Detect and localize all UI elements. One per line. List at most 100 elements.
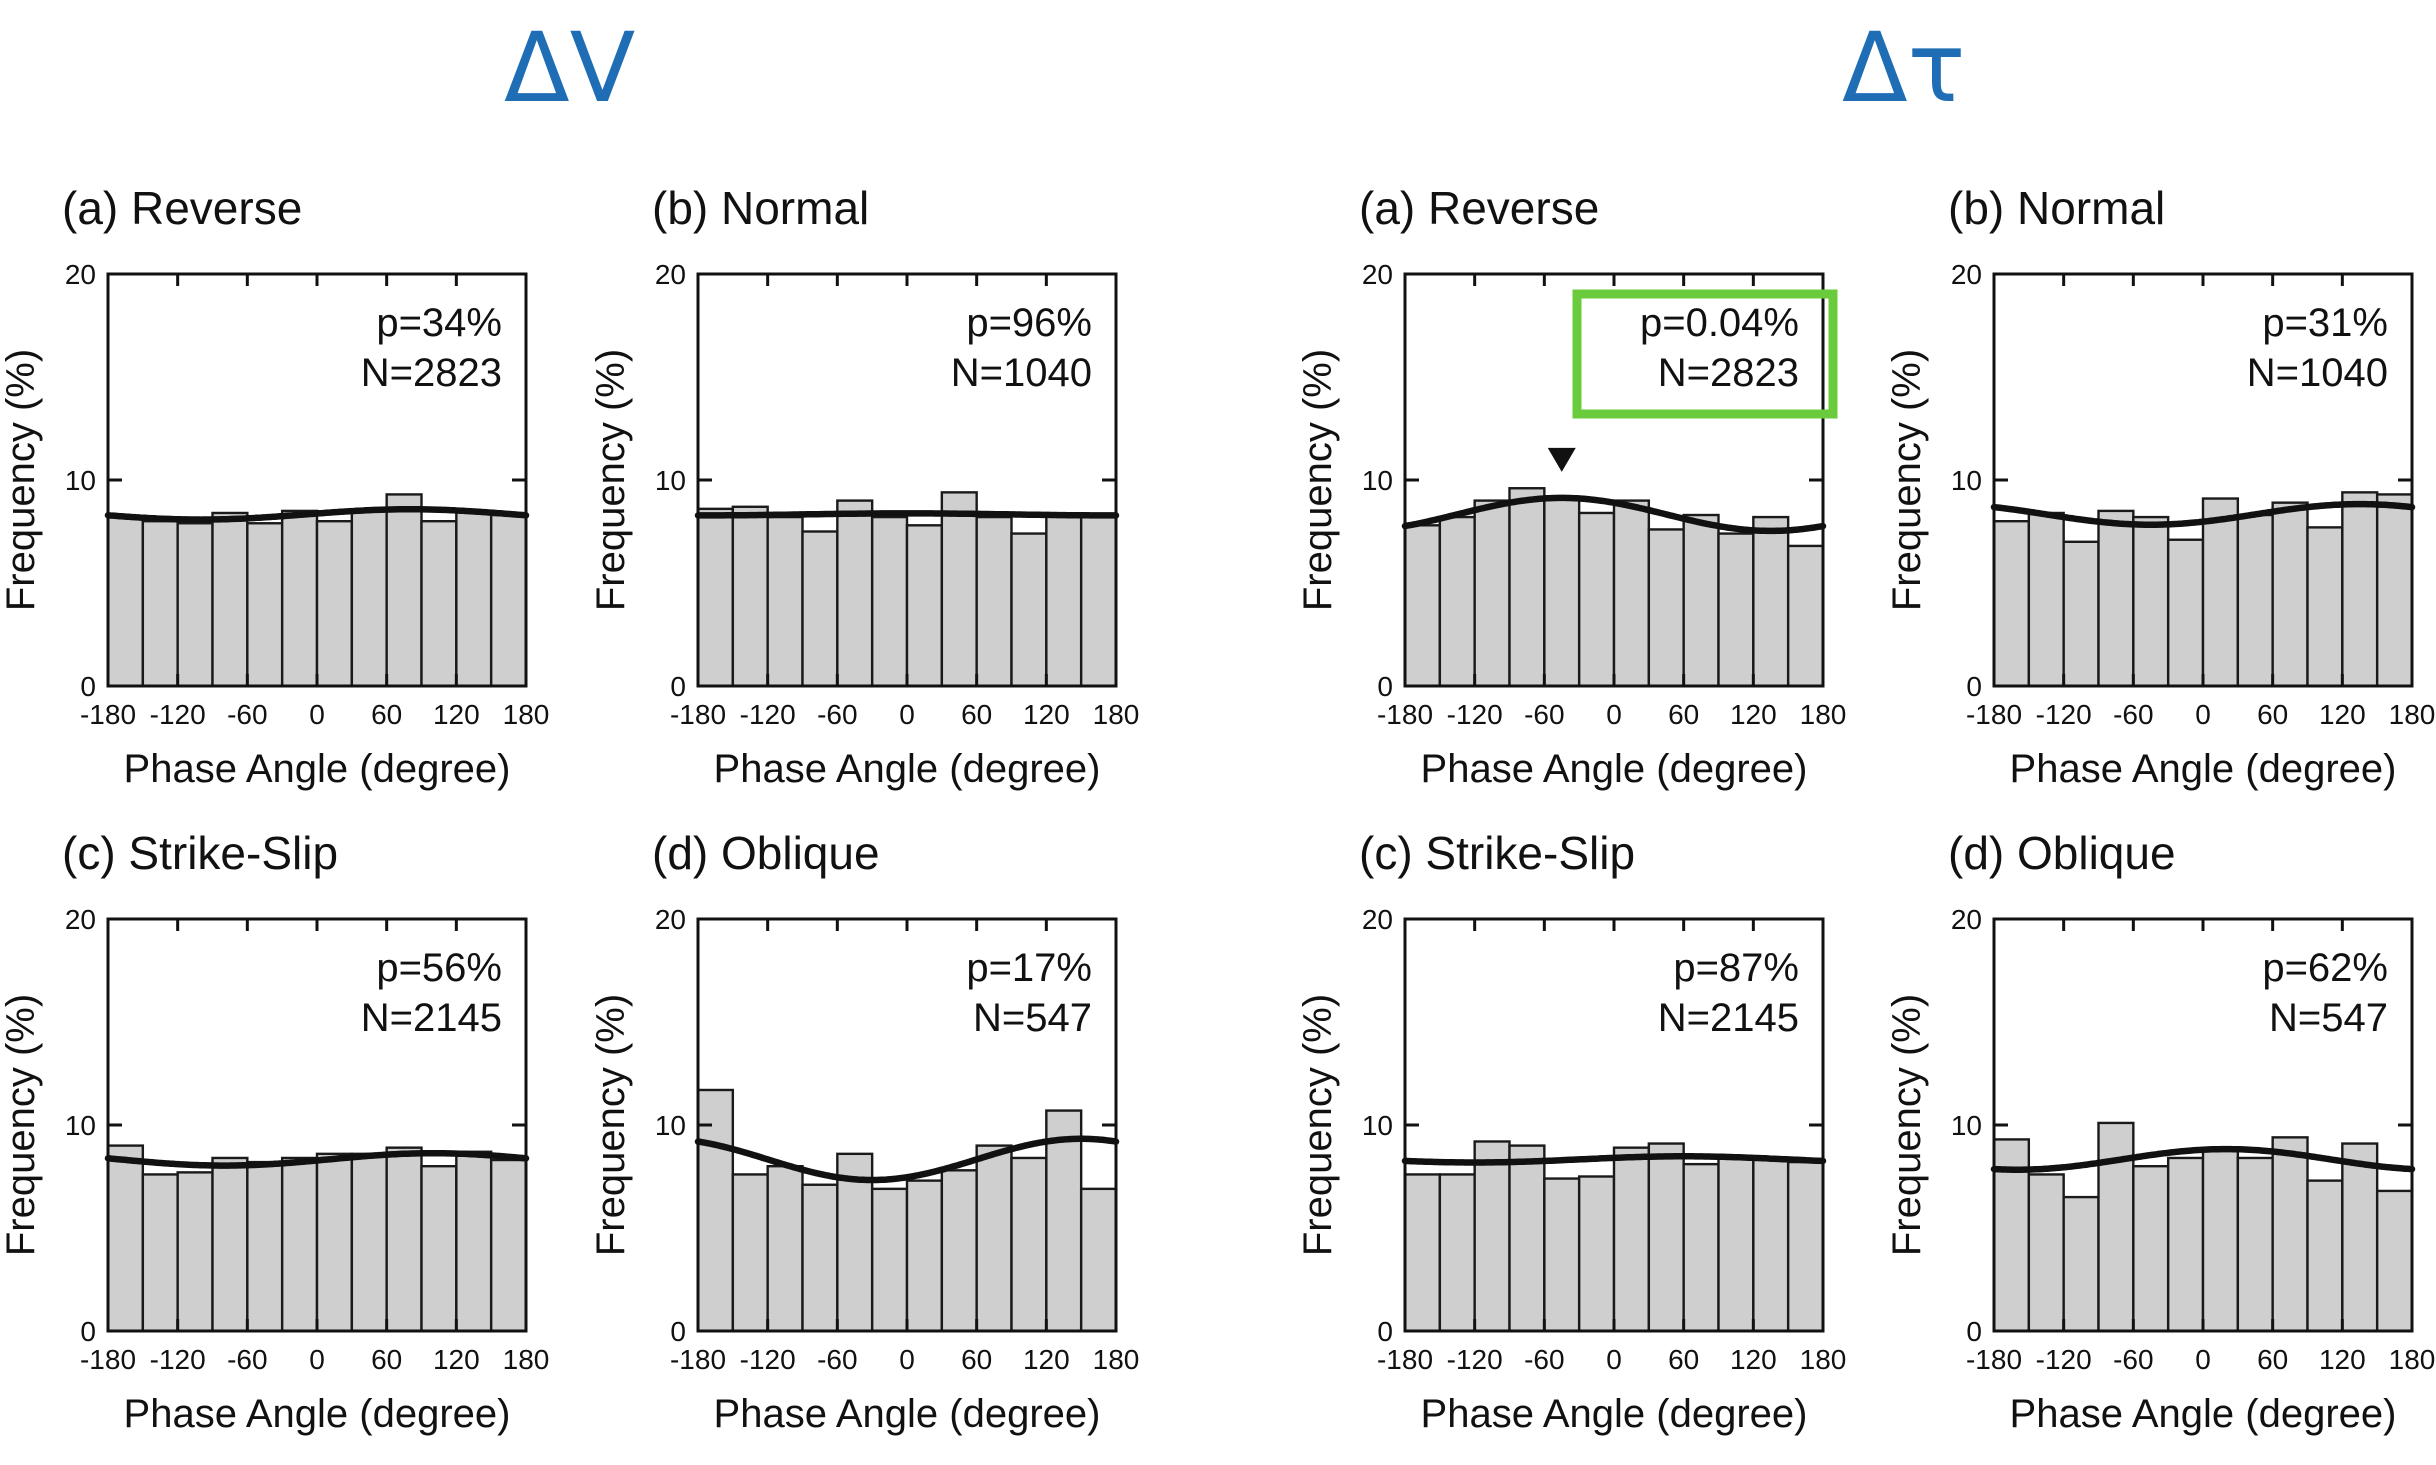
histogram-bar — [176, 522, 214, 688]
x-axis-label: Phase Angle (degree) — [1421, 1392, 1808, 1436]
histogram-bar — [1786, 544, 1825, 688]
x-tick-label: -120 — [150, 1344, 206, 1375]
y-tick-label: 10 — [65, 465, 96, 496]
histogram-bar — [1010, 1156, 1048, 1333]
x-tick-label: -60 — [1524, 699, 1564, 730]
chart-dt-strike-slip: (c) Strike-Slip 0 10 20 -180 -120 -60 0 60 120 180… — [1296, 825, 1897, 1465]
x-tick-label: -180 — [1966, 1344, 2022, 1375]
histogram-bar — [246, 1160, 284, 1333]
y-tick-label: 0 — [1966, 1316, 1982, 1347]
p-value-label: p=0.04% — [1640, 301, 1799, 345]
chart-svg: (b) Normal 0 10 20 -180 -120 -60 0 60 120 180 Phase… — [589, 182, 1140, 791]
histogram-bar — [1079, 1187, 1118, 1333]
histogram-bar — [2132, 515, 2170, 688]
histogram-bar — [420, 1165, 458, 1333]
x-axis-label: Phase Angle (degree) — [714, 1392, 1101, 1436]
y-tick-label: 10 — [1951, 1110, 1982, 1141]
p-value-label: p=17% — [966, 946, 1092, 990]
y-tick-label: 0 — [670, 671, 686, 702]
y-tick-label: 20 — [65, 259, 96, 290]
histogram-bar — [2097, 1121, 2135, 1333]
fit-curve — [104, 1149, 530, 1169]
p-value-label: p=56% — [376, 946, 502, 990]
y-axis-label: Frequency (%) — [589, 349, 633, 611]
x-tick-label: -180 — [1377, 699, 1433, 730]
x-tick-label: 0 — [309, 1344, 325, 1375]
histogram-bar — [1752, 1156, 1790, 1333]
x-tick-label: 180 — [1093, 699, 1140, 730]
histogram-bar — [801, 530, 839, 688]
chart-dt-oblique: (d) Oblique 0 10 20 -180 -120 -60 0 60 120 180 Phas… — [1885, 825, 2436, 1465]
histogram-bar — [1612, 499, 1651, 688]
chart-svg: (b) Normal 0 10 20 -180 -120 -60 0 60 120 180 Phase… — [1885, 182, 2435, 791]
histogram-bar — [489, 1158, 528, 1333]
highlight-box — [1572, 289, 1838, 419]
histogram-bar — [455, 509, 493, 688]
histogram-bar — [905, 1179, 944, 1333]
x-tick-label: 120 — [1023, 1344, 1070, 1375]
histogram-bar — [2097, 509, 2135, 688]
x-tick-label: 0 — [309, 699, 325, 730]
x-tick-label: 180 — [1093, 1344, 1140, 1375]
x-tick-label: -180 — [670, 699, 726, 730]
x-tick-label: -60 — [2113, 699, 2153, 730]
chart-dv-reverse: (a) Reverse 0 10 20 -180 -120 -60 0 60 120 180 Phas… — [0, 180, 600, 820]
histogram-bar — [106, 1144, 145, 1333]
x-tick-label: -120 — [2036, 699, 2092, 730]
histogram-bar — [1438, 1173, 1476, 1333]
histogram-bar — [1473, 499, 1511, 688]
histogram-bar — [1508, 1144, 1546, 1333]
panel-title: (d) Oblique — [1948, 827, 2176, 879]
x-tick-label: -180 — [1966, 699, 2022, 730]
y-tick-label: 0 — [1377, 1316, 1393, 1347]
x-tick-label: -120 — [150, 699, 206, 730]
histogram-bar — [975, 515, 1013, 688]
chart-dt-reverse: (a) Reverse 0 10 20 -180 -120 -60 0 60 120 180 Phas… — [1296, 180, 1897, 820]
histogram-bar — [2341, 491, 2379, 688]
x-tick-label: 120 — [1023, 699, 1070, 730]
histogram-bar — [731, 1173, 769, 1333]
histogram-bar — [315, 520, 354, 688]
histogram-bar — [870, 515, 909, 688]
x-tick-label: -60 — [817, 699, 857, 730]
x-axis-label: Phase Angle (degree) — [1421, 747, 1808, 791]
x-tick-label: 180 — [1800, 1344, 1847, 1375]
histogram-bar — [141, 1173, 179, 1333]
fit-curve — [1990, 500, 2416, 528]
panel-title: (d) Oblique — [652, 827, 880, 879]
histogram-bar — [2375, 493, 2414, 688]
x-tick-label: -180 — [670, 1344, 726, 1375]
x-tick-label: -120 — [2036, 1344, 2092, 1375]
y-axis-label: Frequency (%) — [1296, 349, 1340, 611]
sample-count-label: N=2823 — [361, 351, 502, 395]
histogram-bar — [2306, 1179, 2344, 1333]
histogram-bar — [280, 509, 319, 688]
y-tick-label: 20 — [1951, 904, 1982, 935]
x-tick-label: 180 — [503, 1344, 550, 1375]
histogram-bar — [1992, 520, 2031, 688]
histogram-bar — [2236, 1156, 2274, 1333]
x-axis-label: Phase Angle (degree) — [124, 747, 511, 791]
x-tick-label: -60 — [1524, 1344, 1564, 1375]
chart-svg: (a) Reverse 0 10 20 -180 -120 -60 0 60 120 180 Phas… — [1296, 182, 1846, 791]
histogram-bar — [455, 1150, 493, 1333]
y-tick-label: 10 — [1951, 465, 1982, 496]
histogram-bar — [1543, 1177, 1581, 1333]
histogram-bar — [2062, 540, 2100, 688]
chart-svg: (a) Reverse 0 10 20 -180 -120 -60 0 60 120 180 Phas… — [0, 182, 549, 791]
histogram-bar — [975, 1144, 1013, 1333]
chart-svg: (c) Strike-Slip 0 10 20 -180 -120 -60 0 60 120 180… — [1296, 827, 1847, 1436]
histogram-bar — [940, 491, 978, 688]
histogram-bar — [315, 1152, 354, 1333]
histogram-bar — [1045, 1109, 1083, 1333]
y-tick-label: 20 — [1362, 259, 1393, 290]
panel-title: (c) Strike-Slip — [62, 827, 338, 879]
chart-dv-oblique: (d) Oblique 0 10 20 -180 -120 -60 0 60 120 180 Phas… — [589, 825, 1190, 1465]
histogram-bar — [2166, 1156, 2205, 1333]
y-tick-label: 10 — [1362, 1110, 1393, 1141]
histogram-bar — [2271, 1136, 2309, 1333]
histogram-bar — [2132, 1165, 2170, 1333]
y-tick-label: 20 — [1951, 259, 1982, 290]
x-axis-label: Phase Angle (degree) — [2010, 747, 2397, 791]
y-tick-label: 20 — [655, 904, 686, 935]
